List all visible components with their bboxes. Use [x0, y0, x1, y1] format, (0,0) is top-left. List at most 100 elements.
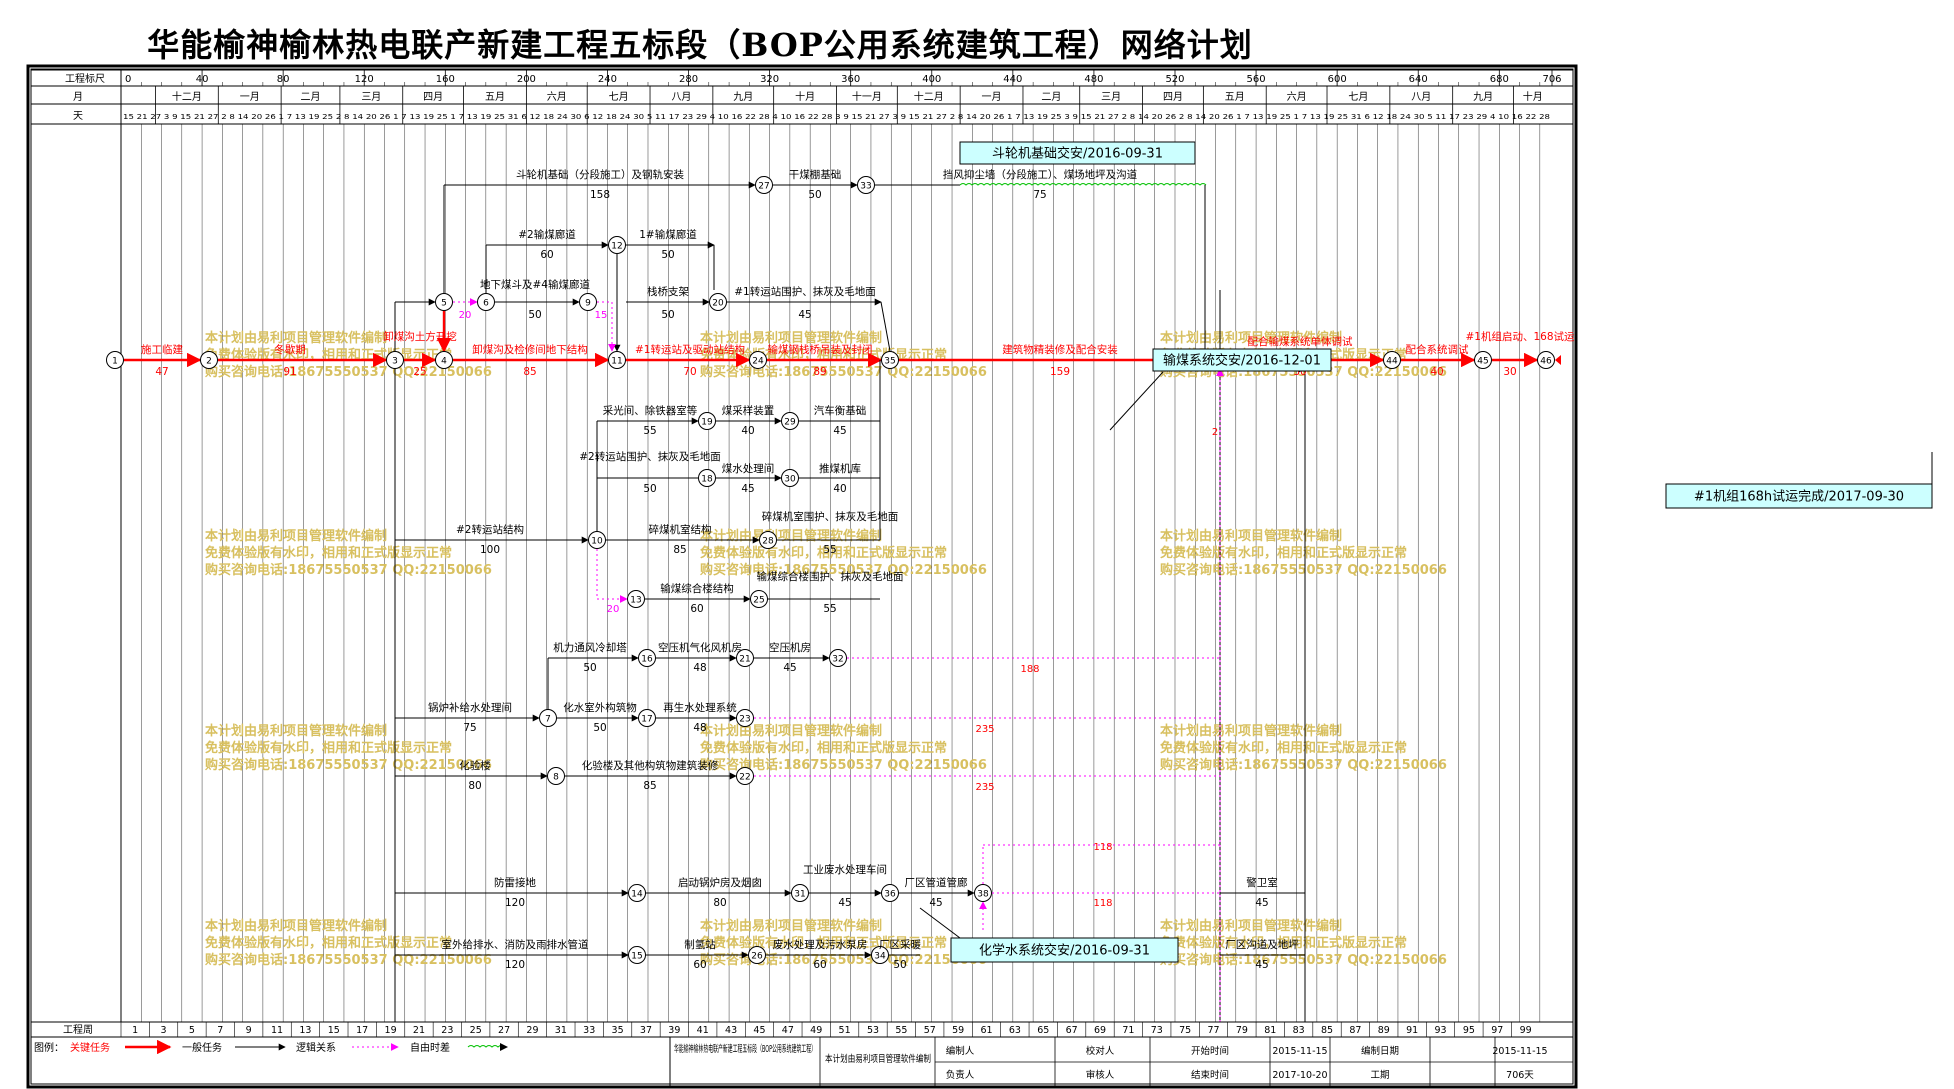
event-node-id: 17	[641, 715, 652, 725]
activity-duration: 50	[661, 309, 674, 321]
activity-name: 施工临建	[141, 343, 183, 356]
watermark-line-1: 本计划由易利项目管理软件编制	[700, 918, 882, 934]
activity-name: 碎煤机室结构	[649, 523, 712, 536]
activity-duration: 50	[593, 722, 606, 734]
activity-name: 启动锅炉房及烟囱	[678, 876, 762, 889]
week-number: 55	[895, 1025, 907, 1036]
activity-duration: 45	[1255, 959, 1268, 971]
scale-tick-label: 480	[1084, 74, 1103, 85]
event-node-id: 11	[611, 357, 622, 367]
event-node-id: 36	[884, 890, 896, 900]
activity-name: 制氢站	[684, 938, 716, 951]
activity-name: 采光间、除铁器室等	[603, 404, 698, 417]
scale-label: 工程标尺	[65, 73, 105, 85]
watermark-line-3: 购买咨询电话:18675550537 QQ:22150066	[205, 757, 492, 773]
event-node-circle	[871, 946, 889, 964]
activity-duration: 48	[693, 722, 706, 734]
activity-duration: 50	[583, 662, 596, 674]
legend-label: 图例：	[34, 1041, 64, 1054]
month-label: 月	[73, 91, 83, 103]
event-node-circle	[829, 649, 847, 667]
event-node-circle	[974, 884, 992, 902]
callout-leader	[919, 907, 961, 939]
activity-name: 斗轮机基础（分段施工）及钢轨安装	[516, 168, 684, 181]
scale-tick-label: 0	[125, 74, 131, 85]
scale-tick-label: 640	[1409, 74, 1428, 85]
event-node: 3	[386, 351, 404, 369]
activity-name: 化验楼	[459, 759, 491, 772]
month-label-cell: 七月	[1348, 91, 1368, 103]
week-number: 77	[1207, 1025, 1219, 1036]
activity-duration: 50	[643, 483, 656, 495]
event-node: 33	[857, 176, 875, 194]
activity-name: #1转运站及驱动站结构	[635, 343, 745, 356]
event-node-id: 2	[206, 357, 212, 367]
month-label-cell: 十月	[795, 90, 815, 103]
event-node-id: 22	[739, 773, 750, 783]
event-node-circle	[755, 176, 773, 194]
scale-tick-label: 680	[1490, 74, 1509, 85]
event-node-id: 30	[784, 475, 796, 485]
event-node: 9	[579, 293, 597, 311]
legend-free-float: 自由时差	[410, 1041, 450, 1054]
activity-name: 卸煤沟及检修间地下结构	[472, 343, 588, 356]
watermark-line-3: 购买咨询电话:18675550537 QQ:22150066	[205, 562, 492, 578]
watermark-line-3: 购买咨询电话:18675550537 QQ:22150066	[700, 952, 987, 968]
activity-duration: 60	[690, 603, 703, 615]
watermark-line-1: 本计划由易利项目管理软件编制	[205, 918, 387, 934]
watermark-line-1: 本计划由易利项目管理软件编制	[205, 528, 387, 544]
event-node-id: 10	[591, 537, 603, 547]
event-node-id: 32	[832, 655, 843, 665]
watermark-line-2: 免费体验版有水印，相用和正式版显示正常	[1160, 935, 1407, 951]
event-node: 31	[791, 884, 809, 902]
legend-critical: 关键任务	[70, 1041, 110, 1054]
week-number: 31	[555, 1025, 567, 1036]
week-number: 47	[782, 1025, 794, 1036]
month-label-cell: 九月	[733, 91, 753, 103]
finish-flag	[1555, 355, 1561, 365]
week-number: 23	[441, 1025, 453, 1036]
activity-name: #2转运站围护、抹灰及毛地面	[579, 450, 720, 463]
event-node: 13	[627, 590, 645, 608]
week-number: 3	[161, 1025, 167, 1036]
info-software: 本计划由易利项目管理软件编制	[825, 1053, 931, 1065]
week-number: 41	[697, 1025, 709, 1036]
activity-name: 输煤钢栈桥吊装及封闭	[768, 343, 873, 356]
info-start-value: 2015-11-15	[1272, 1046, 1327, 1057]
week-number: 69	[1094, 1025, 1106, 1036]
event-node: 46	[1537, 351, 1555, 369]
event-node-id: 19	[701, 418, 713, 428]
watermark-line-1: 本计划由易利项目管理软件编制	[700, 330, 882, 346]
week-number: 43	[725, 1025, 737, 1036]
month-label-cell: 七月	[609, 91, 629, 103]
event-node-id: 20	[712, 299, 724, 309]
event-node-id: 5	[441, 299, 447, 309]
week-number: 35	[612, 1025, 624, 1036]
watermark-line-1: 本计划由易利项目管理软件编制	[205, 723, 387, 739]
week-number: 71	[1122, 1025, 1134, 1036]
month-label-cell: 十月	[1523, 90, 1543, 103]
scale-tick-label: 600	[1328, 74, 1347, 85]
event-node-circle	[736, 767, 754, 785]
activity-duration: 45	[798, 309, 811, 321]
activity-name: 厂区沟道及地坪	[1225, 938, 1299, 951]
scale-tick-label: 360	[841, 74, 860, 85]
event-node: 28	[759, 531, 777, 549]
event-node: 38	[974, 884, 992, 902]
week-number: 79	[1236, 1025, 1248, 1036]
activity-duration: 80	[468, 780, 481, 792]
month-label-cell: 一月	[240, 91, 260, 103]
month-label-cell: 八月	[671, 91, 691, 103]
page-title: 华能榆神榆林热电联产新建工程五标段（BOP公用系统建筑工程）网络计划	[147, 26, 1253, 64]
float-label: 235	[975, 724, 994, 735]
activity-duration: 120	[505, 959, 525, 971]
event-node-id: 33	[860, 182, 871, 192]
event-node-id: 28	[762, 537, 774, 547]
info-compile-label: 编制日期	[1361, 1045, 1399, 1057]
scale-tick-label: 706	[1542, 74, 1561, 85]
event-node-id: 31	[794, 890, 805, 900]
event-node: 15	[628, 946, 646, 964]
event-node: 25	[750, 590, 768, 608]
activity-name: 冬歇期	[274, 343, 306, 356]
event-node: 29	[781, 412, 799, 430]
